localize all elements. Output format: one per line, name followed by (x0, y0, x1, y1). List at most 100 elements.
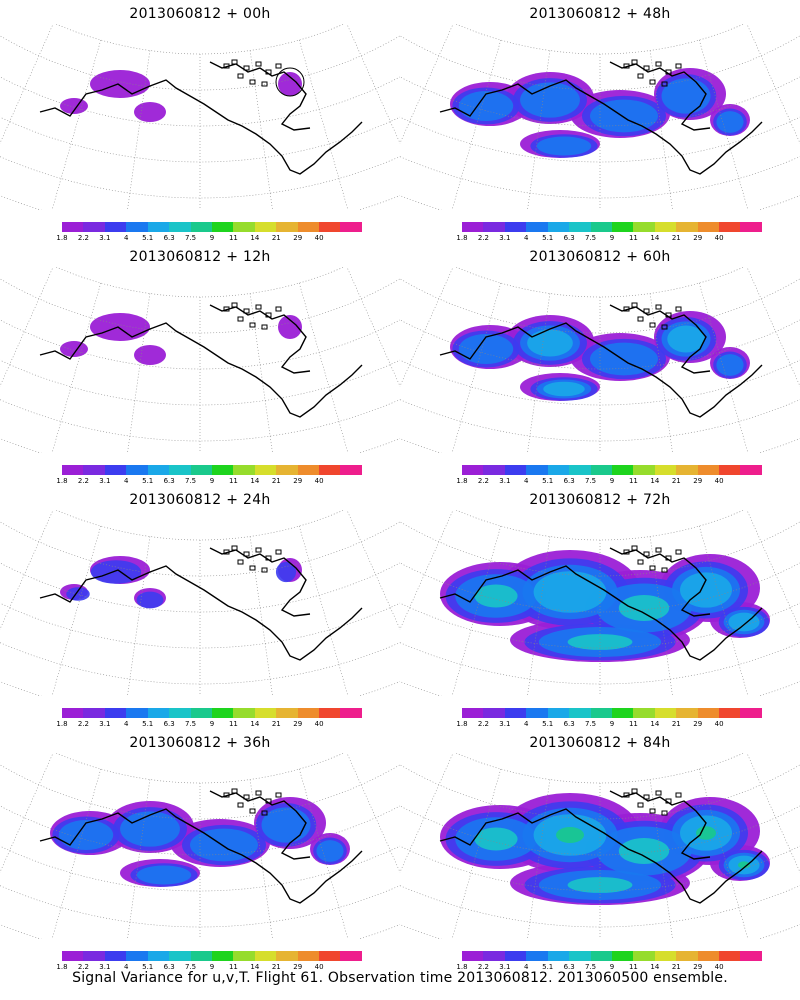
colorbar-label: 4 (124, 963, 129, 971)
variance-region (90, 313, 150, 341)
colorbar-swatch (190, 465, 212, 475)
colorbar-label: 11 (628, 234, 638, 242)
colorbar-swatch (83, 951, 105, 961)
colorbar-label: 9 (209, 963, 215, 971)
coastline (439, 565, 763, 661)
colorbar-swatch (504, 222, 527, 232)
colorbar-swatch (654, 708, 677, 718)
colorbar-label: 7.5 (584, 234, 597, 242)
colorbar-label: 3.1 (99, 234, 111, 242)
colorbar-swatch (569, 465, 591, 475)
coastline (209, 304, 311, 374)
colorbar-label: 1.8 (456, 963, 468, 971)
colorbar-label: 7.5 (184, 477, 197, 485)
colorbar-swatch (611, 222, 634, 232)
colorbar-swatch (547, 465, 570, 475)
variance-region (278, 315, 302, 339)
colorbar-label: 1.8 (56, 234, 68, 242)
colorbar-label: 11 (628, 963, 638, 971)
colorbar-swatch (740, 465, 762, 475)
colorbar-label: 6.3 (563, 234, 575, 242)
colorbar-label: 11 (628, 720, 638, 728)
colorbar-swatch (740, 951, 762, 961)
colorbar (462, 708, 762, 718)
colorbar-swatch (340, 951, 362, 961)
colorbar-label: 9 (609, 963, 615, 971)
colorbar-swatch (297, 951, 320, 961)
colorbar-swatch (340, 708, 362, 718)
colorbar-swatch (83, 222, 105, 232)
colorbar-label: 40 (714, 477, 724, 485)
colorbar-swatch (297, 708, 320, 718)
colorbar-swatch (719, 951, 741, 961)
colorbar-swatch (719, 222, 741, 232)
colorbar-label: 1.8 (456, 234, 468, 242)
colorbar-labels: 1.8 2.2 3.1 4 5.1 6.3 7.5 9 11 14 21 29 40 (56, 720, 362, 730)
colorbar-label: 6.3 (563, 720, 575, 728)
colorbar-label: 40 (314, 720, 324, 728)
colorbar-swatch (169, 951, 191, 961)
panel-title: 2013060812 + 00h (129, 6, 271, 22)
forecast-panel: 2013060812 + 60h 1.8 2.2 3.1 4 5.1 6.3 7.5 9 11 14… (400, 243, 800, 486)
colorbar-labels: 1.8 2.2 3.1 4 5.1 6.3 7.5 9 11 14 21 29 40 (56, 963, 362, 973)
colorbar-label: 4 (524, 234, 529, 242)
colorbar-swatch (83, 465, 105, 475)
colorbar-label: 14 (250, 963, 260, 971)
colorbar-label: 5.1 (142, 477, 154, 485)
colorbar-label: 14 (250, 234, 260, 242)
polar-map (0, 510, 400, 696)
coastline (39, 322, 363, 418)
colorbar-swatch (319, 708, 341, 718)
colorbar-swatch (62, 951, 84, 961)
colorbar-swatch (569, 951, 591, 961)
colorbar-swatch (462, 708, 484, 718)
colorbar-swatch (147, 951, 170, 961)
colorbar-swatch (633, 708, 655, 718)
colorbar-swatch (233, 222, 255, 232)
polar-map (400, 753, 800, 939)
colorbar-label: 7.5 (584, 720, 597, 728)
colorbar-swatch (483, 465, 505, 475)
colorbar-swatch (276, 222, 298, 232)
colorbar-label: 2.2 (477, 963, 489, 971)
colorbar-swatch (340, 222, 362, 232)
coastline (39, 565, 363, 661)
colorbar-swatch (147, 465, 170, 475)
colorbar-label: 14 (250, 720, 260, 728)
colorbar-label: 21 (271, 234, 281, 242)
colorbar-swatch (697, 222, 720, 232)
coastline (39, 808, 363, 904)
colorbar-swatch (504, 708, 527, 718)
colorbar-label: 11 (228, 477, 238, 485)
panel-title: 2013060812 + 48h (529, 6, 671, 22)
colorbar-label: 5.1 (142, 720, 154, 728)
colorbar-label: 21 (271, 963, 281, 971)
colorbar-label: 1.8 (56, 720, 68, 728)
colorbar-swatch (654, 951, 677, 961)
colorbar (462, 465, 762, 475)
colorbar-swatch (462, 951, 484, 961)
panel-title: 2013060812 + 24h (129, 492, 271, 508)
colorbar-swatch (126, 222, 148, 232)
colorbar-swatch (590, 222, 612, 232)
polar-map (400, 267, 800, 453)
colorbar-label: 9 (609, 234, 615, 242)
polar-map (0, 24, 400, 210)
colorbar-label: 21 (671, 477, 681, 485)
coastline (609, 304, 711, 374)
coastline (39, 79, 363, 175)
colorbar-label: 11 (628, 477, 638, 485)
colorbar-label: 3.1 (499, 720, 511, 728)
colorbar-label: 29 (693, 963, 703, 971)
colorbar-swatch (104, 465, 127, 475)
panel-grid: 2013060812 + 00h 1.8 2.2 3.1 4 5.1 6.3 7.5 9 11 14… (0, 6, 800, 973)
colorbar-label: 9 (609, 720, 615, 728)
colorbar-swatch (483, 951, 505, 961)
coastline (609, 61, 711, 131)
colorbar-label: 2.2 (77, 720, 89, 728)
coastline (209, 547, 311, 617)
colorbar-swatch (233, 708, 255, 718)
colorbar-swatch (126, 465, 148, 475)
colorbar-label: 21 (271, 720, 281, 728)
coastline (209, 61, 311, 131)
